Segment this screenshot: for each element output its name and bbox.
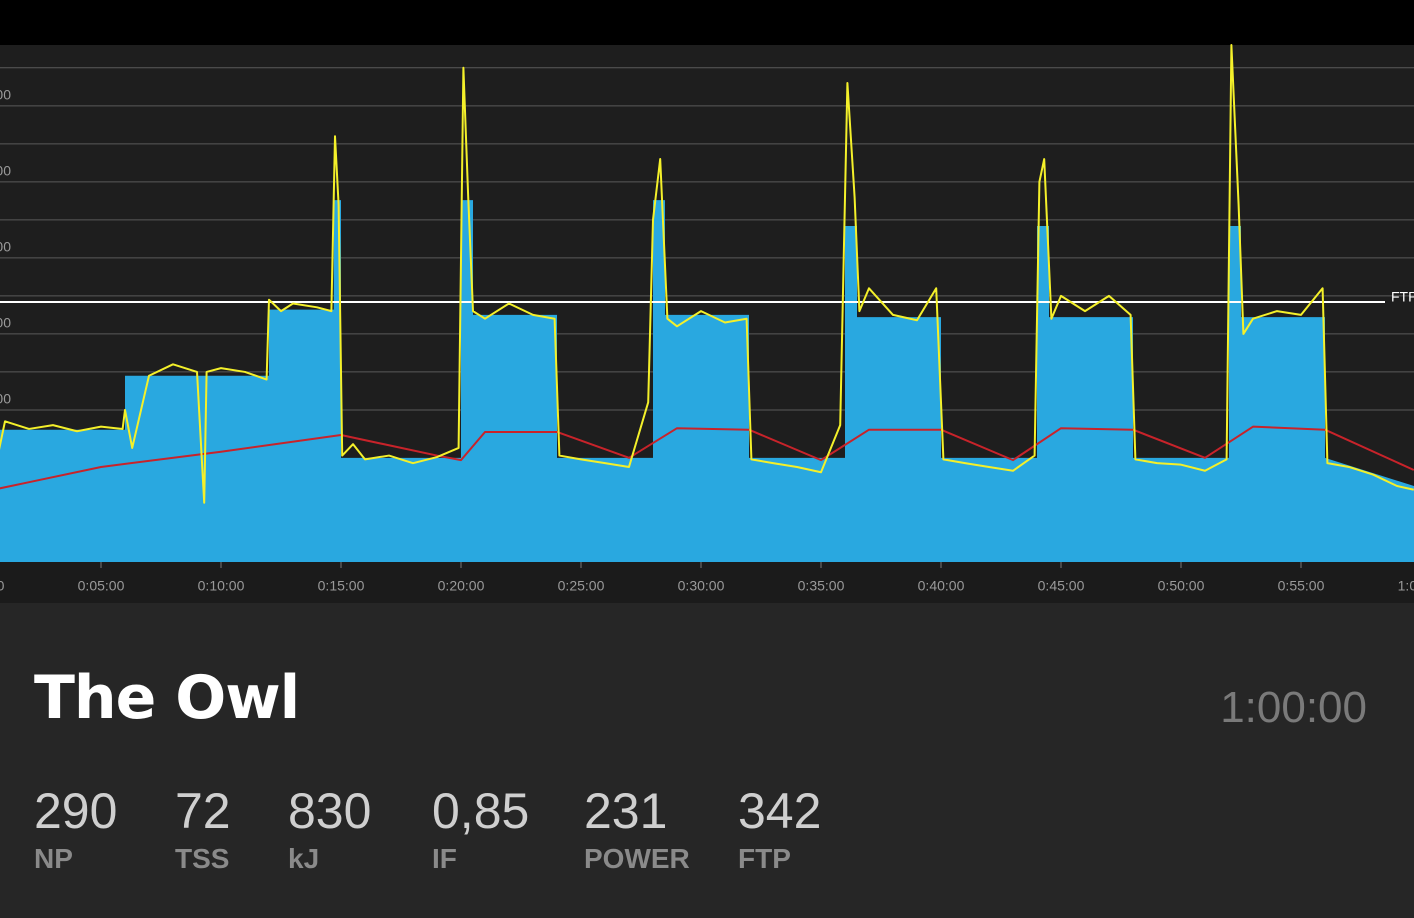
workout-panel: The Owl 1:00:00 290 NP 72 TSS 830 kJ 0,85 IF 231… — [0, 603, 1414, 918]
workout-duration: 1:00:00 — [1220, 683, 1367, 732]
x-tick-label: 0:25:00 — [558, 578, 605, 594]
x-tick-label: 0:35:00 — [798, 578, 845, 594]
stat-value: 72 — [175, 783, 231, 839]
stat-label: TSS — [175, 843, 230, 874]
x-tick-label: 0:20:00 — [438, 578, 485, 594]
stat: 72 TSS — [175, 783, 231, 875]
x-tick-label: 0:55:00 — [1278, 578, 1325, 594]
x-tick-label: 0:10:00 — [198, 578, 245, 594]
stat: 0,85 IF — [432, 783, 529, 875]
marks: FTP — [0, 44, 1414, 562]
stat: 342 FTP — [738, 783, 821, 875]
stat-label: NP — [34, 843, 73, 874]
top-bar — [0, 0, 1414, 45]
stat-label: IF — [432, 843, 457, 874]
axes: 200 300 400 500 600 0:00:00 0:05:00 0:10:00 0:15… — [0, 87, 1414, 594]
stat: 290 NP — [34, 783, 117, 875]
stat: 830 kJ — [288, 783, 371, 875]
x-tick-label: 0:05:00 — [78, 578, 125, 594]
x-tick-label: 0:00:00 — [0, 578, 5, 594]
x-tick-label: 0:50:00 — [1158, 578, 1205, 594]
stat-value: 290 — [34, 783, 118, 839]
x-tick-label: 1:00:00 — [1398, 578, 1414, 594]
x-tick-label: 0:45:00 — [1038, 578, 1085, 594]
stat: 231 POWER — [584, 783, 690, 875]
x-tick-label: 0:15:00 — [318, 578, 365, 594]
y-tick-label: 400 — [0, 239, 11, 255]
stat-value: 231 — [584, 783, 668, 839]
x-tick-label: 0:30:00 — [678, 578, 725, 594]
workout-title: The Owl — [34, 663, 300, 733]
target-area — [0, 200, 1414, 562]
stat-label: FTP — [738, 843, 791, 874]
stat-label: POWER — [584, 843, 690, 874]
x-axis-band — [0, 562, 1414, 603]
y-tick-label: 600 — [0, 87, 11, 103]
y-tick-label: 300 — [0, 315, 11, 331]
x-tick-label: 0:40:00 — [918, 578, 965, 594]
stat-label: kJ — [288, 843, 320, 874]
y-tick-label: 200 — [0, 391, 11, 407]
ftp-label: FTP — [1391, 289, 1414, 305]
stat-value: 342 — [738, 783, 822, 839]
series-line — [0, 44, 1414, 504]
y-tick-label: 500 — [0, 163, 11, 179]
power-chart: FTP 200 300 400 500 600 0:00:00 0:05:00 0:10:00… — [0, 0, 1414, 603]
series-line — [0, 425, 1414, 490]
stat-value: 0,85 — [432, 783, 530, 839]
stat-value: 830 — [288, 783, 372, 839]
